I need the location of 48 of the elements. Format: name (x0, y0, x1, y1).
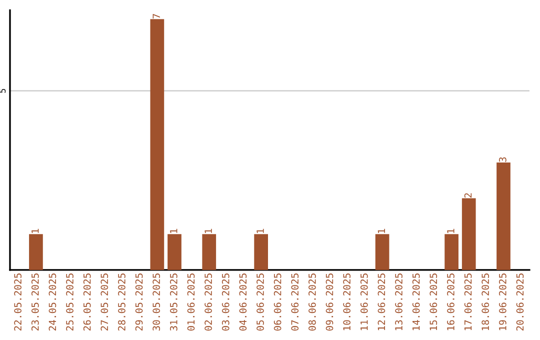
data-label: 1 (256, 228, 264, 233)
bar (462, 198, 476, 270)
data-label: 1 (170, 228, 178, 233)
x-tick-label: 06.06.2025 (274, 274, 282, 331)
data-label: 1 (32, 228, 39, 233)
x-tick-label: 10.06.2025 (343, 274, 350, 330)
x-tick-label: 11.06.2025 (360, 274, 368, 330)
x-tick-label: 02.06.2025 (204, 274, 212, 331)
x-tick-label: 26.05.2025 (83, 274, 91, 331)
bar (29, 234, 43, 270)
x-tick-label: 31.05.2025 (170, 274, 178, 331)
x-tick-label: 03.06.2025 (222, 274, 230, 331)
x-tick-label: 22.05.2025 (14, 274, 22, 331)
bar (375, 234, 390, 270)
bar (202, 234, 216, 270)
x-tick-label: 30.05.2025 (152, 274, 160, 331)
x-tick-label: 05.06.2025 (256, 274, 264, 331)
x-tick-label: 23.05.2025 (31, 274, 39, 331)
bar (496, 162, 510, 270)
x-tick-label: 18.06.2025 (482, 274, 490, 330)
x-tick-label: 17.06.2025 (464, 274, 472, 330)
x-tick-label: 19.06.2025 (498, 274, 506, 330)
x-tick-label: 09.06.2025 (326, 274, 334, 331)
data-label: 1 (378, 228, 385, 233)
data-label: 2 (464, 193, 472, 198)
x-tick-label: 27.05.2025 (100, 274, 108, 331)
bar (168, 234, 182, 270)
bar (444, 234, 458, 270)
data-label: 7 (152, 14, 160, 18)
x-tick-label: 29.05.2025 (135, 274, 143, 331)
x-tick-label: 16.06.2025 (447, 274, 454, 330)
x-tick-label: 12.06.2025 (378, 274, 386, 330)
data-label: 3 (498, 157, 506, 162)
x-tick-label: 25.05.2025 (66, 274, 74, 331)
x-tick-label: 14.06.2025 (412, 274, 420, 330)
x-tick-label: 01.06.2025 (187, 274, 195, 331)
x-tick-label: 24.05.2025 (48, 274, 56, 331)
bar (150, 19, 164, 270)
data-label: 1 (204, 228, 212, 233)
bar (254, 234, 268, 270)
x-tick-label: 08.06.2025 (308, 274, 316, 331)
x-tick-label: 28.05.2025 (118, 274, 126, 331)
x-tick-label: 04.06.2025 (239, 274, 247, 331)
x-tick-label: 15.06.2025 (430, 274, 438, 330)
x-tick-label: 20.06.2025 (516, 274, 524, 331)
x-tick-label: 13.06.2025 (395, 274, 402, 330)
data-label: 1 (447, 228, 454, 233)
x-tick-label: 07.06.2025 (291, 274, 299, 331)
